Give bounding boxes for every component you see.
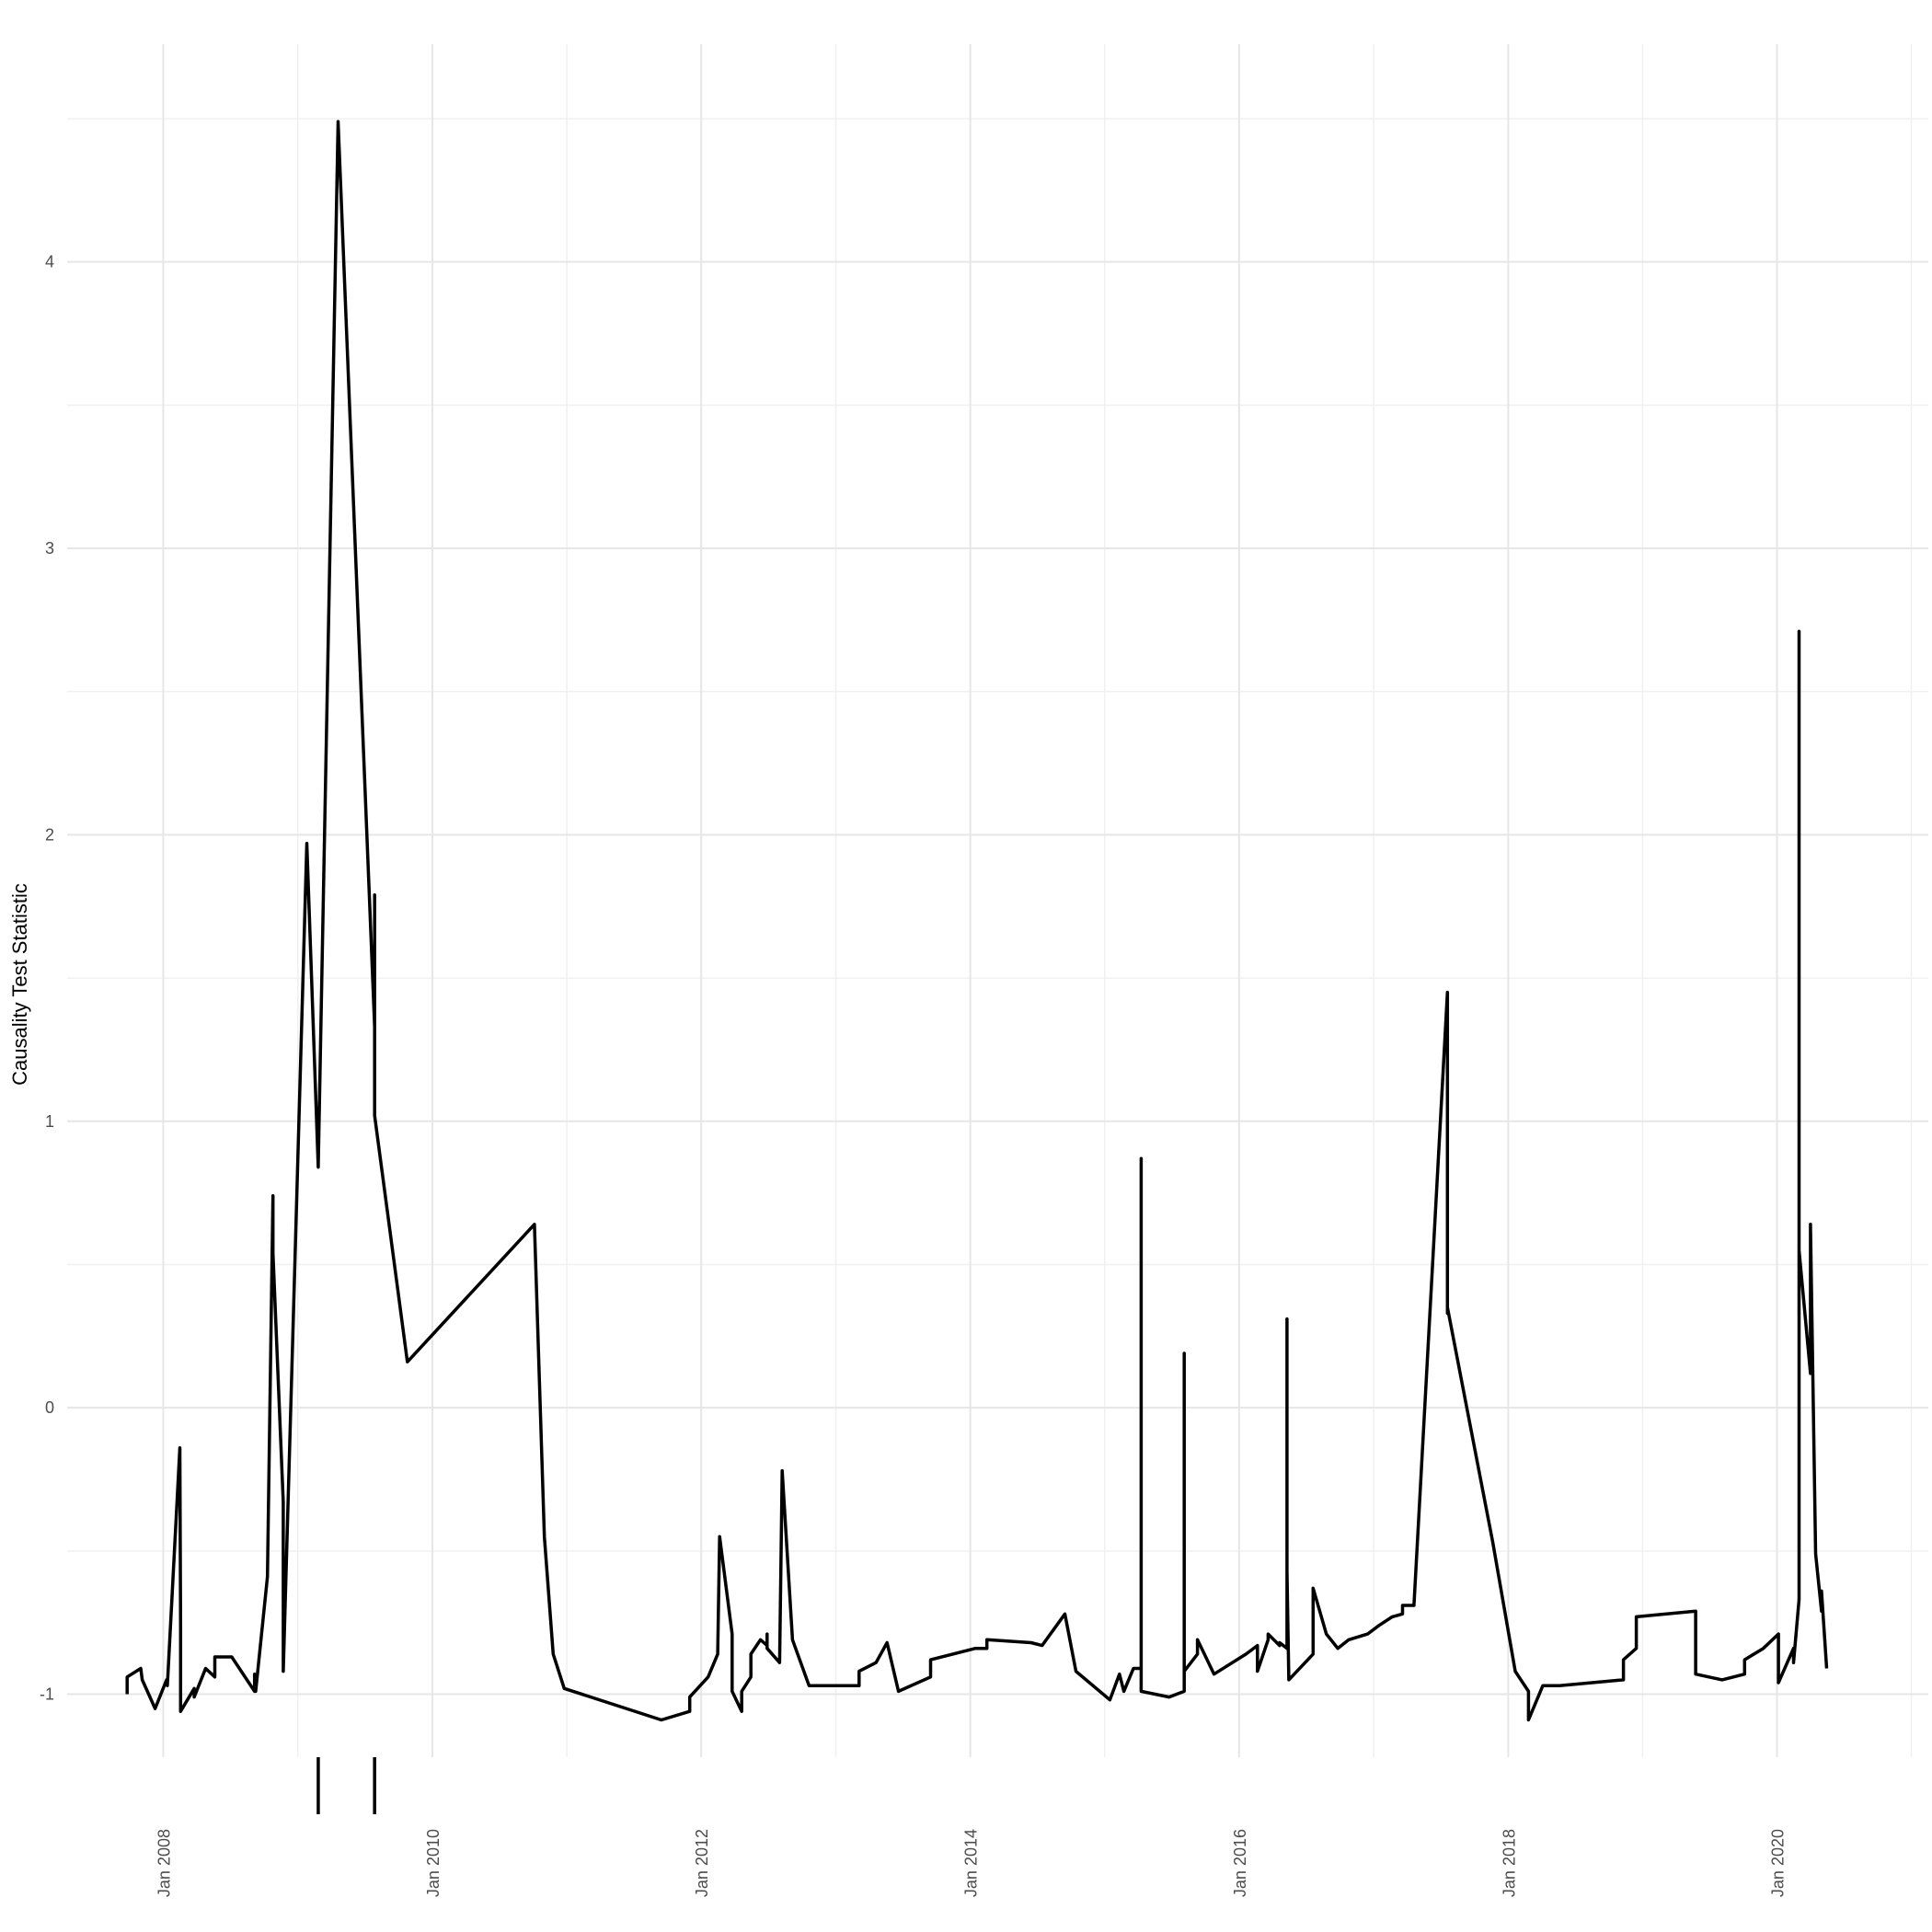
x-tick-label: Jan 2016 [1231, 1829, 1249, 1897]
y-tick-label: 1 [45, 1112, 54, 1131]
y-tick-label: 2 [45, 825, 54, 844]
y-tick-labels: -1 0 1 2 3 4 [40, 253, 54, 1704]
x-tick-label: Jan 2010 [424, 1829, 443, 1897]
y-tick-label: 4 [45, 253, 54, 271]
y-axis-title: Causality Test Statistic [8, 883, 31, 1086]
y-tick-label: -1 [40, 1685, 54, 1703]
y-tick-label: 0 [45, 1398, 54, 1417]
rug-group [316, 1757, 376, 1814]
x-tick-label: Jan 2018 [1500, 1829, 1518, 1897]
minor-y-gridlines [67, 118, 1928, 1552]
x-tick-label: Jan 2012 [693, 1829, 711, 1897]
x-tick-labels: Jan 2008 Jan 2010 Jan 2012 Jan 2014 Jan 2016… [155, 1829, 1788, 1897]
x-tick-label: Jan 2008 [155, 1829, 174, 1897]
x-tick-label: Jan 2014 [962, 1829, 981, 1897]
major-y-gridlines [67, 260, 1928, 1696]
series-group [125, 120, 1829, 1722]
y-tick-label: 3 [45, 539, 54, 558]
series-line [125, 120, 1829, 1722]
x-tick-label: Jan 2020 [1769, 1829, 1788, 1897]
minor-x-gridlines [296, 44, 1913, 1757]
major-x-gridlines [162, 44, 1778, 1757]
